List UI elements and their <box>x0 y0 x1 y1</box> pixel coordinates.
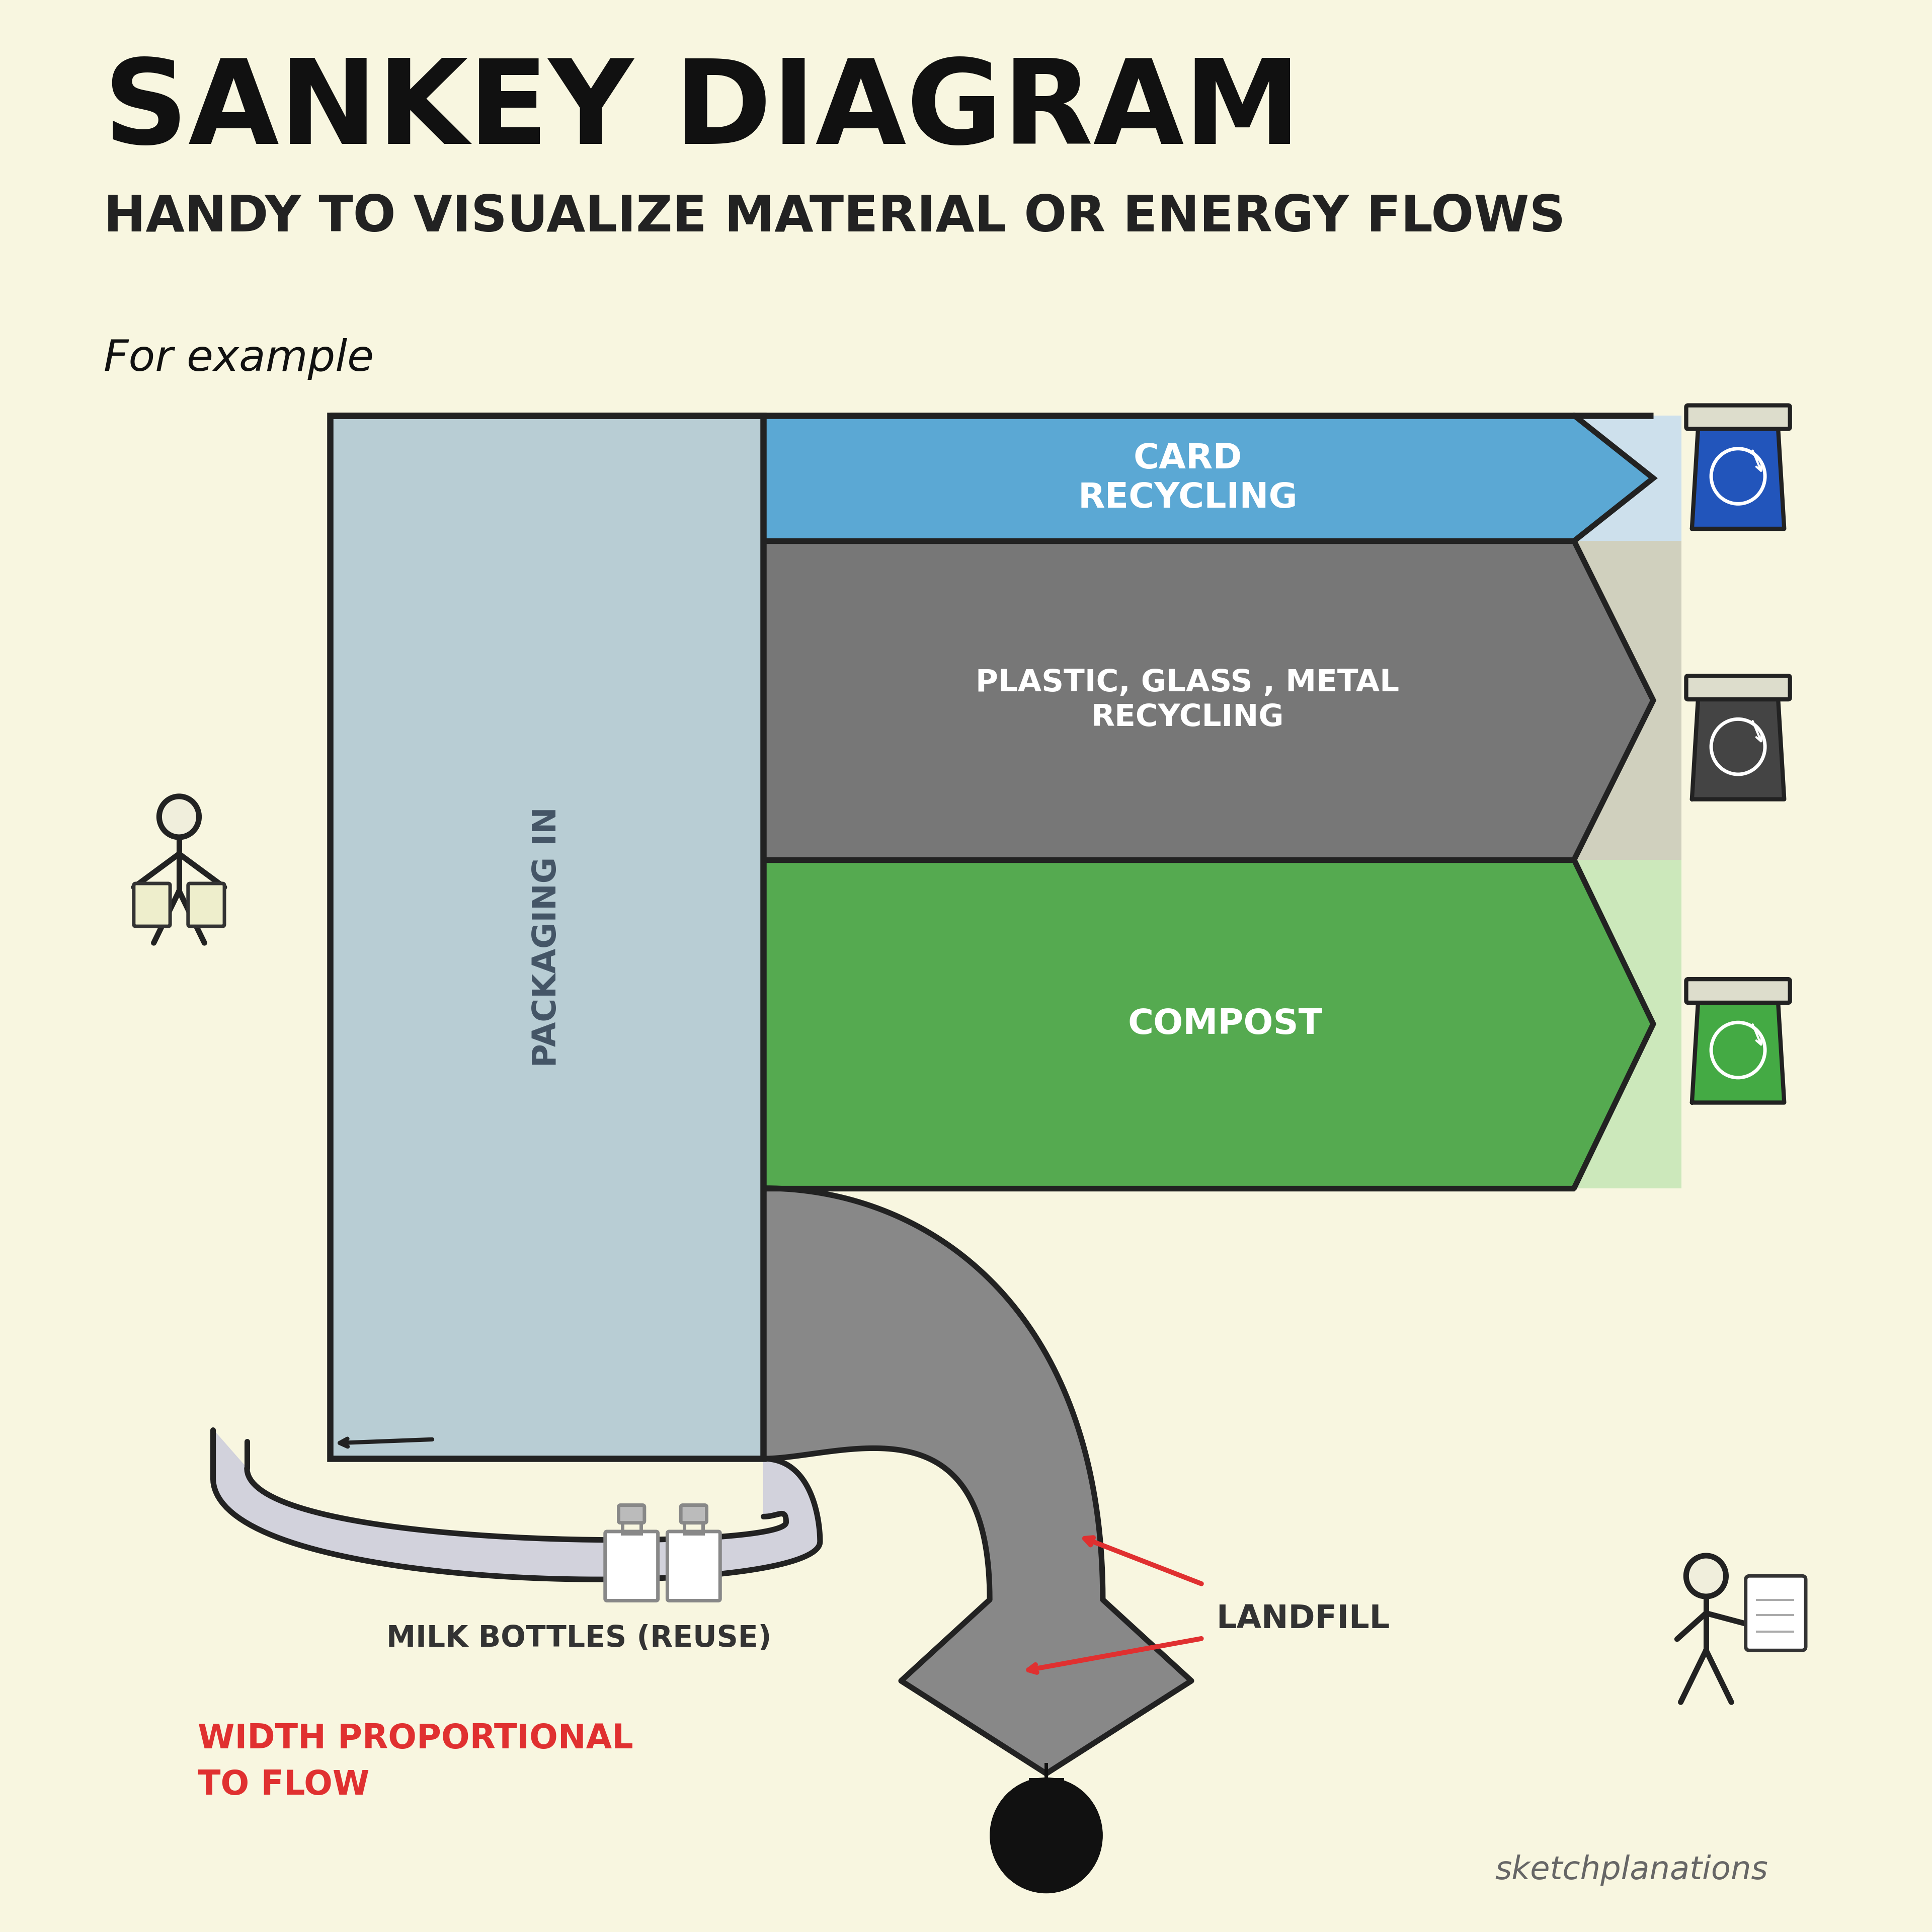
Circle shape <box>158 796 199 837</box>
Bar <box>763 415 1681 541</box>
Bar <box>763 541 1681 860</box>
Polygon shape <box>1692 997 1785 1103</box>
FancyBboxPatch shape <box>605 1532 659 1600</box>
Text: PACKAGING IN: PACKAGING IN <box>531 808 562 1066</box>
Bar <box>330 415 763 1459</box>
FancyBboxPatch shape <box>680 1505 707 1522</box>
Text: HANDY TO VISUALIZE MATERIAL OR ENERGY FLOWS: HANDY TO VISUALIZE MATERIAL OR ENERGY FL… <box>104 193 1565 242</box>
Text: sketchplanations: sketchplanations <box>1495 1855 1768 1886</box>
FancyBboxPatch shape <box>618 1505 645 1522</box>
FancyBboxPatch shape <box>667 1532 721 1600</box>
FancyBboxPatch shape <box>1687 406 1789 429</box>
Text: MILK BOTTLES (REUSE): MILK BOTTLES (REUSE) <box>386 1625 771 1652</box>
FancyBboxPatch shape <box>133 883 170 925</box>
Text: LANDFILL: LANDFILL <box>1215 1604 1389 1634</box>
FancyBboxPatch shape <box>1687 980 1789 1003</box>
Text: SANKEY DIAGRAM: SANKEY DIAGRAM <box>104 54 1300 168</box>
Circle shape <box>1687 1555 1725 1596</box>
Text: For example: For example <box>104 338 375 381</box>
Polygon shape <box>213 1430 819 1578</box>
Bar <box>330 415 763 1459</box>
Text: CARD
RECYCLING: CARD RECYCLING <box>1078 442 1298 514</box>
FancyBboxPatch shape <box>1687 676 1789 699</box>
FancyBboxPatch shape <box>187 883 224 925</box>
Polygon shape <box>763 541 1654 860</box>
Polygon shape <box>763 415 1654 541</box>
Circle shape <box>989 1777 1103 1893</box>
FancyBboxPatch shape <box>1747 1577 1806 1650</box>
Bar <box>763 860 1681 1188</box>
Polygon shape <box>1692 694 1785 800</box>
Polygon shape <box>763 860 1654 1188</box>
Polygon shape <box>763 1188 1192 1774</box>
Polygon shape <box>1692 423 1785 529</box>
Text: WIDTH PROPORTIONAL
TO FLOW: WIDTH PROPORTIONAL TO FLOW <box>197 1721 634 1803</box>
Text: PLASTIC, GLASS , METAL
RECYCLING: PLASTIC, GLASS , METAL RECYCLING <box>976 668 1399 732</box>
Text: COMPOST: COMPOST <box>1128 1007 1323 1041</box>
